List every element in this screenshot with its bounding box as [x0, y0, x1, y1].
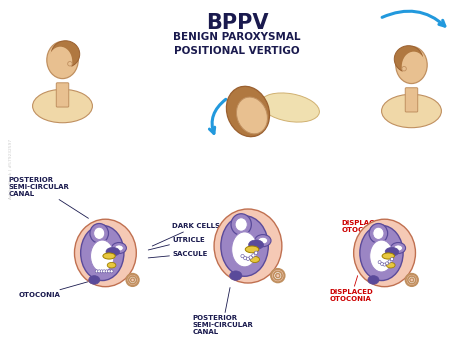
- Text: UTRICLE: UTRICLE: [148, 237, 205, 250]
- Ellipse shape: [396, 46, 427, 84]
- Ellipse shape: [402, 51, 426, 81]
- Circle shape: [110, 270, 113, 273]
- Ellipse shape: [260, 93, 319, 122]
- Ellipse shape: [81, 225, 124, 281]
- Ellipse shape: [385, 248, 399, 256]
- Circle shape: [255, 251, 258, 254]
- FancyBboxPatch shape: [56, 83, 69, 107]
- Circle shape: [406, 274, 418, 286]
- Ellipse shape: [250, 256, 259, 263]
- Circle shape: [273, 271, 282, 280]
- Ellipse shape: [115, 245, 123, 251]
- Ellipse shape: [106, 248, 119, 256]
- Circle shape: [381, 263, 383, 266]
- Circle shape: [127, 274, 139, 286]
- Ellipse shape: [230, 271, 242, 280]
- Ellipse shape: [107, 263, 116, 268]
- Circle shape: [105, 270, 108, 273]
- Ellipse shape: [232, 232, 257, 267]
- Circle shape: [385, 262, 389, 265]
- Circle shape: [402, 66, 406, 71]
- Circle shape: [102, 270, 106, 273]
- Ellipse shape: [33, 89, 92, 123]
- Text: OTOCONIA: OTOCONIA: [18, 282, 89, 298]
- Circle shape: [252, 254, 255, 257]
- Ellipse shape: [103, 253, 115, 259]
- Text: Adobe Stock | #579232597: Adobe Stock | #579232597: [9, 139, 13, 199]
- Circle shape: [249, 256, 252, 259]
- Circle shape: [391, 257, 393, 261]
- Ellipse shape: [74, 219, 137, 287]
- Ellipse shape: [94, 227, 105, 239]
- Ellipse shape: [394, 46, 423, 72]
- Ellipse shape: [373, 227, 384, 239]
- Text: POSTERIOR
SEMI-CIRCULAR
CANAL: POSTERIOR SEMI-CIRCULAR CANAL: [9, 177, 89, 218]
- Circle shape: [388, 260, 391, 263]
- Ellipse shape: [370, 240, 393, 272]
- Circle shape: [95, 270, 98, 273]
- Text: BPPV: BPPV: [206, 13, 268, 32]
- Ellipse shape: [235, 218, 247, 231]
- Ellipse shape: [391, 242, 406, 254]
- Ellipse shape: [214, 209, 282, 283]
- Circle shape: [244, 256, 247, 260]
- Ellipse shape: [368, 276, 379, 284]
- Ellipse shape: [48, 47, 72, 76]
- Circle shape: [131, 278, 135, 282]
- Ellipse shape: [231, 214, 251, 235]
- Ellipse shape: [394, 245, 402, 251]
- Circle shape: [129, 276, 137, 284]
- Circle shape: [271, 269, 284, 282]
- Ellipse shape: [249, 240, 264, 249]
- Circle shape: [276, 273, 280, 278]
- Ellipse shape: [90, 223, 109, 243]
- Ellipse shape: [111, 242, 127, 254]
- Circle shape: [108, 270, 110, 273]
- Ellipse shape: [221, 216, 268, 276]
- Ellipse shape: [382, 94, 441, 128]
- Text: DISPLACED
OTOCONIA: DISPLACED OTOCONIA: [330, 276, 374, 302]
- Circle shape: [408, 276, 416, 284]
- Text: DISPLACED
OTOCONIA: DISPLACED OTOCONIA: [342, 220, 385, 246]
- Ellipse shape: [51, 41, 80, 68]
- Ellipse shape: [386, 263, 395, 268]
- Circle shape: [410, 278, 414, 282]
- Ellipse shape: [91, 240, 114, 272]
- Ellipse shape: [382, 253, 394, 259]
- Ellipse shape: [245, 246, 259, 253]
- Text: DARK CELLS: DARK CELLS: [152, 223, 220, 246]
- Circle shape: [383, 263, 386, 266]
- Circle shape: [241, 254, 244, 258]
- Circle shape: [98, 270, 101, 273]
- Ellipse shape: [258, 237, 268, 244]
- Ellipse shape: [89, 276, 100, 284]
- Circle shape: [68, 61, 72, 66]
- Ellipse shape: [354, 219, 416, 287]
- Text: SACCULE: SACCULE: [148, 251, 208, 258]
- Ellipse shape: [47, 42, 78, 78]
- Ellipse shape: [237, 97, 267, 134]
- Ellipse shape: [360, 225, 403, 281]
- Ellipse shape: [369, 223, 388, 243]
- Circle shape: [378, 261, 381, 264]
- Text: BENIGN PAROXYSMAL
POSITIONAL VERTIGO: BENIGN PAROXYSMAL POSITIONAL VERTIGO: [173, 32, 301, 56]
- Text: POSTERIOR
SEMI-CIRCULAR
CANAL: POSTERIOR SEMI-CIRCULAR CANAL: [192, 287, 253, 335]
- FancyBboxPatch shape: [405, 88, 418, 112]
- Ellipse shape: [227, 86, 270, 137]
- Circle shape: [100, 270, 103, 273]
- Circle shape: [246, 257, 250, 261]
- Ellipse shape: [255, 235, 271, 247]
